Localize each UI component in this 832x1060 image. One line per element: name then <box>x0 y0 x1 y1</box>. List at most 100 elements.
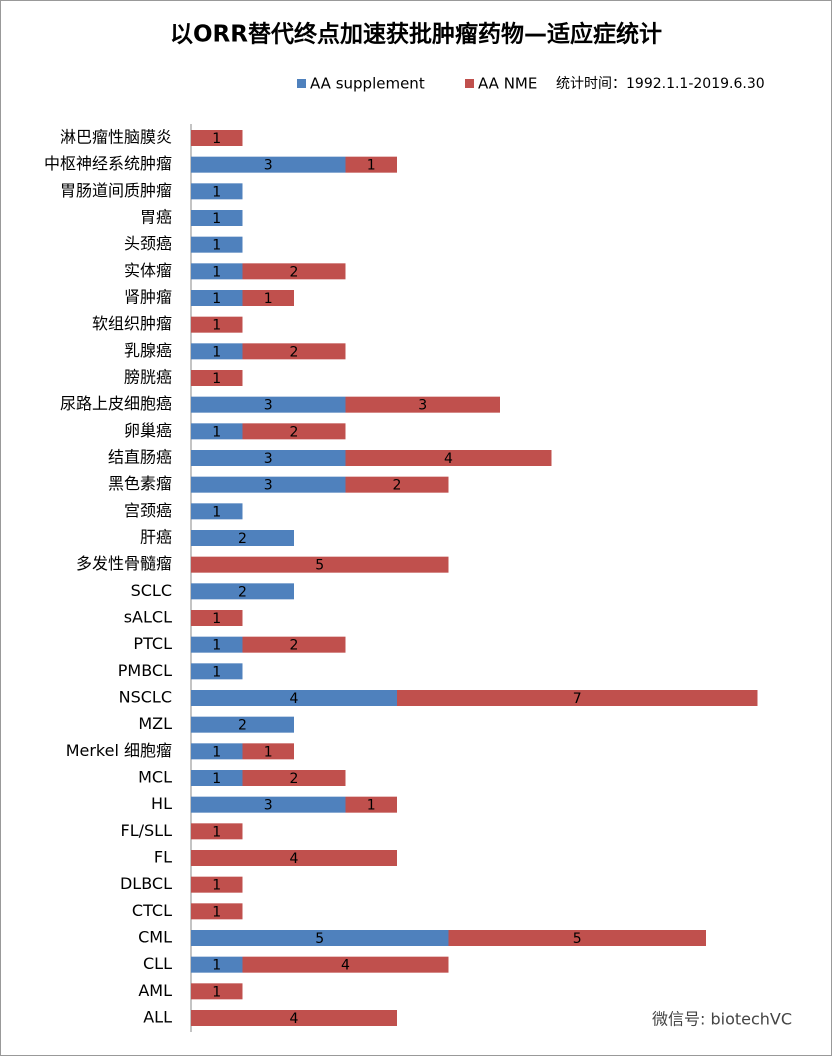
bar-segment <box>191 610 243 626</box>
bar-segment <box>191 690 397 706</box>
bar-segment <box>345 396 500 413</box>
bar-segment <box>345 796 397 813</box>
y-tick-label: SCLC <box>131 581 172 600</box>
y-tick-label: 头颈癌 <box>124 234 172 253</box>
value-label: 1 <box>212 904 221 920</box>
value-label: 1 <box>212 504 221 520</box>
y-tick-label: sALCL <box>124 608 172 627</box>
legend-swatch <box>297 79 306 88</box>
y-tick-label: MZL <box>138 714 172 733</box>
value-label: 2 <box>290 344 299 360</box>
value-label: 2 <box>290 424 299 440</box>
value-label: 1 <box>212 318 221 334</box>
bar-segment <box>191 796 346 813</box>
y-tick-label: DLBCL <box>120 874 172 893</box>
value-label: 1 <box>212 184 221 200</box>
value-label: 1 <box>212 371 221 387</box>
y-tick-label: CLL <box>143 954 172 973</box>
value-label: 2 <box>238 531 247 547</box>
bar-segment <box>242 343 346 360</box>
bar-segment <box>191 423 243 440</box>
bar-segment <box>191 716 294 733</box>
value-label: 1 <box>212 238 221 254</box>
bar-segment <box>191 450 346 466</box>
note: 统计时间：1992.1.1-2019.6.30 <box>556 76 765 92</box>
y-tick-label: Merkel 细胞瘤 <box>66 741 172 760</box>
bar-segment <box>191 263 243 280</box>
value-label: 1 <box>212 344 221 360</box>
value-label: 2 <box>238 718 247 734</box>
bar-segment <box>191 583 294 600</box>
value-label: 3 <box>264 158 273 174</box>
value-label: 1 <box>212 771 221 787</box>
value-label: 1 <box>212 264 221 280</box>
y-tick-label: FL/SLL <box>121 821 173 840</box>
value-label: 5 <box>315 931 324 947</box>
bar-segment <box>448 930 706 946</box>
y-tick-label: 黑色素瘤 <box>108 474 172 493</box>
bar-segment <box>345 450 552 466</box>
watermark: 微信号: biotechVC <box>652 1010 792 1029</box>
value-label: 1 <box>212 984 221 1000</box>
y-tick-label: 中枢神经系统肿瘤 <box>44 154 172 173</box>
chart-title: 以ORR替代终点加速获批肿瘤药物—适应症统计 <box>170 21 662 48</box>
bar-segment <box>191 236 243 253</box>
y-tick-label: 淋巴瘤性脑膜炎 <box>60 128 172 147</box>
bar-segment <box>191 396 346 413</box>
value-label: 4 <box>444 451 453 467</box>
bar-segment <box>191 156 346 173</box>
y-tick-label: 肝癌 <box>140 528 172 547</box>
bar-segment <box>242 263 346 280</box>
value-label: 1 <box>212 291 221 307</box>
bar-segment <box>191 663 243 680</box>
bar-segment <box>242 743 294 760</box>
value-label: 1 <box>212 824 221 840</box>
value-label: 1 <box>367 158 376 174</box>
value-label: 1 <box>212 424 221 440</box>
bar-segment <box>191 476 346 493</box>
value-label: 1 <box>264 744 273 760</box>
bar-segment <box>191 903 243 920</box>
bar-segment <box>191 210 243 226</box>
y-tick-label: FL <box>154 848 172 867</box>
y-tick-label: 卵巢癌 <box>124 421 172 440</box>
bar-segment <box>191 370 243 386</box>
bar-segment <box>191 930 449 946</box>
bar-segment <box>242 290 294 306</box>
y-tick-label: CTCL <box>132 901 172 920</box>
y-tick-label: PTCL <box>133 634 172 653</box>
bar-segment <box>191 183 243 200</box>
y-tick-label: 多发性骨髓瘤 <box>76 554 172 573</box>
value-label: 1 <box>212 958 221 974</box>
bar-segment <box>191 130 243 146</box>
y-tick-label: 软组织肿瘤 <box>92 314 172 333</box>
value-label: 3 <box>264 798 273 814</box>
value-label: 3 <box>418 398 427 414</box>
value-label: 2 <box>393 478 402 494</box>
value-label: 1 <box>212 211 221 227</box>
bar-segment <box>191 636 243 653</box>
value-label: 2 <box>290 264 299 280</box>
value-label: 1 <box>212 638 221 654</box>
value-label: 1 <box>212 611 221 627</box>
bar-segment <box>191 743 243 760</box>
y-tick-label: 宫颈癌 <box>124 501 172 520</box>
value-label: 1 <box>367 798 376 814</box>
bar-segment <box>242 956 449 973</box>
bar-segment <box>191 1010 397 1026</box>
bar-segment <box>191 290 243 306</box>
value-label: 3 <box>264 451 273 467</box>
bar-segment <box>191 983 243 1000</box>
value-label: 5 <box>573 931 582 947</box>
value-label: 1 <box>264 291 273 307</box>
bar-segment <box>191 316 243 333</box>
legend-label: AA supplement <box>310 75 425 93</box>
value-label: 1 <box>212 131 221 147</box>
bar-segment <box>191 503 243 520</box>
value-label: 2 <box>238 584 247 600</box>
value-label: 3 <box>264 398 273 414</box>
value-label: 4 <box>341 958 350 974</box>
y-tick-label: 肾肿瘤 <box>124 288 172 307</box>
